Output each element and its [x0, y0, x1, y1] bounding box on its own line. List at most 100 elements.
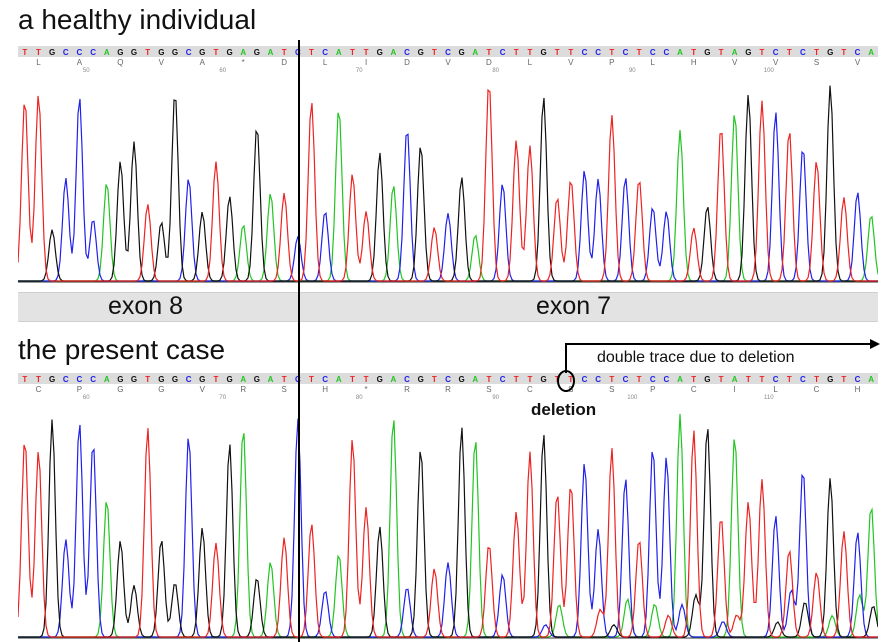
amino-acid: * — [365, 385, 368, 394]
amino-acid: Q — [117, 58, 123, 67]
base-call: C — [445, 48, 451, 57]
position-number: 60 — [219, 68, 226, 74]
base-call: A — [472, 48, 478, 57]
exon-band — [18, 292, 878, 322]
position-number: 80 — [492, 68, 499, 74]
amino-acid: S — [814, 58, 819, 67]
base-call: T — [841, 48, 846, 57]
exon-boundary-line — [298, 40, 300, 642]
base-call: T — [527, 48, 532, 57]
base-call: T — [514, 375, 519, 384]
title-healthy-individual: a healthy individual — [18, 4, 257, 35]
base-call: T — [36, 375, 41, 384]
base-call: A — [391, 48, 397, 57]
base-call: T — [364, 375, 369, 384]
amino-acid: V — [855, 58, 861, 67]
base-call: T — [22, 375, 27, 384]
base-call: G — [827, 375, 833, 384]
amino-acid: V — [200, 385, 206, 394]
amino-acid: R — [404, 385, 410, 394]
amino-acid: V — [732, 58, 738, 67]
amino-acid: S — [609, 385, 614, 394]
base-call: C — [295, 375, 301, 384]
base-call: C — [664, 375, 670, 384]
deletion-circle — [557, 370, 575, 392]
base-call: G — [418, 375, 424, 384]
base-call: C — [595, 48, 601, 57]
base-call: T — [787, 48, 792, 57]
sequence-strip — [18, 46, 878, 57]
base-call: T — [691, 375, 696, 384]
deletion-label: deletion — [531, 400, 597, 419]
amino-acid: L — [36, 58, 41, 67]
amino-acid: I — [734, 385, 736, 394]
base-call: C — [855, 48, 861, 57]
amino-acid: D — [281, 58, 287, 67]
base-call: A — [268, 375, 274, 384]
amino-acid: L — [323, 58, 328, 67]
base-call: T — [514, 48, 519, 57]
amino-acid: S — [282, 385, 287, 394]
base-call: T — [568, 48, 573, 57]
base-call: A — [868, 375, 874, 384]
amino-acid: V — [773, 58, 779, 67]
chromatogram-healthy: TTGCCCAGGTGGCGTGAGATCTCATTGACGTCGATCTTGT… — [18, 46, 878, 286]
base-call: A — [391, 375, 397, 384]
base-call: T — [760, 375, 765, 384]
trace-T — [18, 428, 878, 638]
base-call: C — [650, 375, 656, 384]
base-call: G — [745, 48, 751, 57]
base-call: G — [540, 375, 546, 384]
base-call: A — [677, 48, 683, 57]
base-call: C — [90, 375, 96, 384]
exon-8-label: exon 8 — [108, 292, 184, 320]
base-call: T — [814, 48, 819, 57]
base-call: C — [404, 48, 410, 57]
amino-acid: A — [77, 58, 83, 67]
base-call: G — [117, 48, 123, 57]
base-call: T — [282, 375, 287, 384]
amino-acid: H — [855, 385, 861, 394]
base-call: C — [773, 48, 779, 57]
base-call: C — [800, 375, 806, 384]
position-number: 110 — [764, 395, 774, 401]
amino-acid: * — [242, 58, 245, 67]
base-call: C — [77, 375, 83, 384]
base-call: T — [350, 375, 355, 384]
base-call: T — [213, 375, 218, 384]
base-call: T — [213, 48, 218, 57]
base-call: T — [841, 375, 846, 384]
base-call: C — [664, 48, 670, 57]
base-call: C — [582, 375, 588, 384]
base-call: C — [77, 48, 83, 57]
base-call: G — [49, 48, 55, 57]
base-call: A — [677, 375, 683, 384]
base-call: T — [432, 48, 437, 57]
base-call: A — [732, 375, 738, 384]
base-call: G — [131, 375, 137, 384]
base-call: G — [459, 48, 465, 57]
base-call: A — [336, 48, 342, 57]
base-call: G — [158, 375, 164, 384]
base-call: G — [377, 375, 383, 384]
base-call: G — [418, 48, 424, 57]
base-call: T — [760, 48, 765, 57]
base-call: C — [322, 375, 328, 384]
base-call: A — [868, 48, 874, 57]
base-call: C — [800, 48, 806, 57]
exon-7-label: exon 7 — [536, 292, 612, 320]
base-call: G — [704, 375, 710, 384]
amino-acid: C — [691, 385, 697, 394]
position-number: 100 — [627, 395, 638, 401]
base-call: T — [22, 48, 27, 57]
base-call: T — [350, 48, 355, 57]
position-number: 80 — [356, 395, 363, 401]
amino-acid: V — [568, 58, 574, 67]
amino-acid: P — [77, 385, 82, 394]
base-call: C — [295, 48, 301, 57]
base-call: C — [322, 48, 328, 57]
base-call: T — [609, 375, 614, 384]
base-call: G — [377, 48, 383, 57]
position-number: 90 — [492, 395, 499, 401]
position-number: 70 — [219, 395, 226, 401]
